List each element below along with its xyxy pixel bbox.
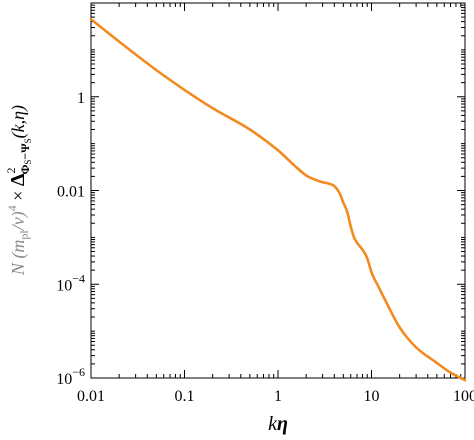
- x-tick-label: 10: [364, 388, 380, 405]
- y-tick-label: 0.01: [57, 184, 85, 201]
- x-tick-label: 0.01: [77, 388, 105, 405]
- tick-marks: [90, 3, 466, 379]
- x-tick-label: 1: [274, 388, 282, 405]
- series-line: [89, 17, 467, 382]
- x-axis-title: kη: [268, 413, 288, 435]
- x-tick-label: 100: [453, 388, 474, 405]
- y-tick-label: 10−6: [56, 365, 85, 388]
- y-tick-label: 1: [77, 90, 85, 107]
- x-tick-label: 0.1: [175, 388, 195, 405]
- y-tick-label: 10−4: [56, 271, 85, 294]
- plot-frame: [90, 2, 466, 379]
- y-axis-title: N (mpl/ν)4 × Δ2ΦS−ΨS(k,η): [4, 105, 33, 276]
- tick-labels: 0.01 0.1 1 10 100 1 0.01 10−4 10−6: [56, 90, 474, 405]
